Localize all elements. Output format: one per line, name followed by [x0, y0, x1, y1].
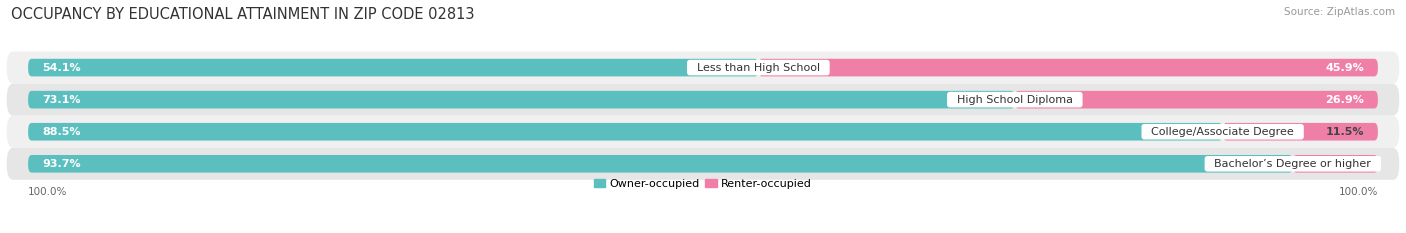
- FancyBboxPatch shape: [28, 155, 1294, 173]
- Text: 73.1%: 73.1%: [42, 95, 80, 105]
- FancyBboxPatch shape: [758, 59, 1378, 76]
- FancyBboxPatch shape: [28, 91, 1015, 109]
- FancyBboxPatch shape: [7, 116, 1399, 148]
- Text: 88.5%: 88.5%: [42, 127, 80, 137]
- Text: 54.1%: 54.1%: [42, 63, 80, 73]
- Legend: Owner-occupied, Renter-occupied: Owner-occupied, Renter-occupied: [589, 174, 817, 193]
- FancyBboxPatch shape: [1015, 91, 1378, 109]
- FancyBboxPatch shape: [7, 84, 1399, 116]
- Text: 100.0%: 100.0%: [28, 187, 67, 197]
- Text: Bachelor’s Degree or higher: Bachelor’s Degree or higher: [1208, 159, 1378, 169]
- FancyBboxPatch shape: [1223, 123, 1378, 140]
- Text: Source: ZipAtlas.com: Source: ZipAtlas.com: [1284, 7, 1395, 17]
- Text: 11.5%: 11.5%: [1326, 127, 1364, 137]
- Text: 45.9%: 45.9%: [1324, 63, 1364, 73]
- Text: 26.9%: 26.9%: [1324, 95, 1364, 105]
- FancyBboxPatch shape: [1294, 155, 1378, 173]
- FancyBboxPatch shape: [7, 51, 1399, 84]
- FancyBboxPatch shape: [7, 148, 1399, 180]
- FancyBboxPatch shape: [28, 59, 758, 76]
- Text: College/Associate Degree: College/Associate Degree: [1144, 127, 1301, 137]
- Text: Less than High School: Less than High School: [690, 63, 827, 73]
- Text: High School Diploma: High School Diploma: [950, 95, 1080, 105]
- Text: OCCUPANCY BY EDUCATIONAL ATTAINMENT IN ZIP CODE 02813: OCCUPANCY BY EDUCATIONAL ATTAINMENT IN Z…: [11, 7, 475, 22]
- Text: 100.0%: 100.0%: [1339, 187, 1378, 197]
- Text: 93.7%: 93.7%: [42, 159, 80, 169]
- FancyBboxPatch shape: [28, 123, 1223, 140]
- Text: 6.3%: 6.3%: [1333, 159, 1364, 169]
